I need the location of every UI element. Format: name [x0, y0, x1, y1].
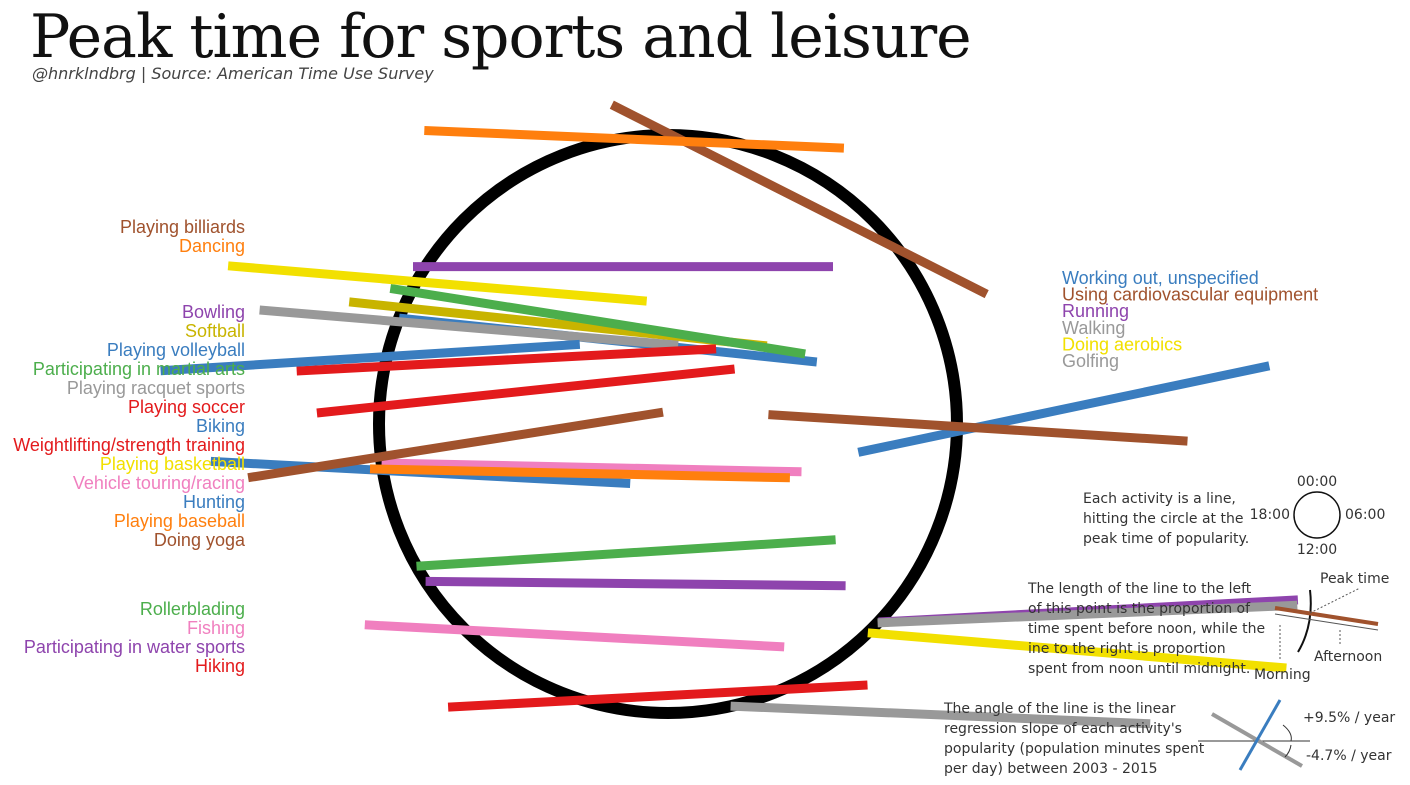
legend-item-running: Running	[1062, 301, 1129, 321]
mini-clock-circle	[1293, 491, 1341, 539]
activity-line-doing-yoga	[247, 407, 664, 483]
minus-slope-label: -4.7% / year	[1306, 748, 1392, 764]
legend-item-playing-basketball: Playing basketball	[100, 454, 245, 474]
mini-clock-top: 00:00	[1297, 474, 1337, 490]
activity-line-golfing	[730, 701, 1151, 729]
afternoon-label: Afternoon	[1314, 649, 1382, 665]
note-angle-line: regression slope of each activity's	[944, 721, 1182, 737]
activity-line-hiking	[447, 680, 868, 712]
activity-line-weightlifting-strength-training	[316, 364, 736, 418]
legend-item-golfing: Golfing	[1062, 351, 1119, 371]
legend-item-playing-volleyball: Playing volleyball	[107, 340, 245, 360]
activity-line-playing-racquet-sports	[259, 305, 679, 350]
legend-item-playing-racquet-sports: Playing racquet sports	[67, 378, 245, 398]
legend-item-dancing: Dancing	[179, 236, 245, 256]
note-activity-line: peak time of popularity.	[1083, 531, 1249, 547]
legend-item-bowling: Bowling	[182, 302, 245, 322]
angle-diagram-positive	[1238, 699, 1282, 771]
note-angle: The angle of the line is the linear regr…	[943, 701, 1205, 777]
legend-item-walking: Walking	[1062, 318, 1125, 338]
note-length-line: The length of the line to the left	[1027, 581, 1252, 597]
plus-slope-label: +9.5% / year	[1303, 710, 1395, 726]
activity-lines	[160, 100, 1299, 729]
legend-item-working-out-unspecified: Working out, unspecified	[1062, 268, 1259, 288]
mini-clock-bottom: 12:00	[1297, 542, 1337, 558]
legend-item-participating-in-martial-arts: Participating in martial arts	[33, 359, 245, 379]
activity-line-fishing	[364, 620, 785, 652]
activity-line-participating-in-martial-arts	[389, 283, 806, 359]
activity-line-rollerblading	[416, 535, 836, 571]
note-angle-line: popularity (population minutes spent	[944, 741, 1205, 757]
activity-line-playing-basketball	[227, 261, 648, 306]
page-title: Peak time for sports and leisure	[30, 2, 972, 72]
legend-item-fishing: Fishing	[187, 618, 245, 638]
note-activity: Each activity is a line, hitting the cir…	[1083, 491, 1249, 547]
length-diagram-guide	[1274, 613, 1379, 631]
legend-left: Playing billiardsDancingBowlingSoftballP…	[13, 217, 246, 676]
mini-clock-right: 06:00	[1345, 507, 1385, 523]
activity-line-using-cardiovascular-equipment	[768, 410, 1188, 446]
note-activity-line: Each activity is a line,	[1083, 491, 1236, 507]
legend-item-playing-soccer: Playing soccer	[128, 397, 245, 417]
legend-item-playing-billiards: Playing billiards	[120, 217, 245, 237]
note-length-line: of this point is the proportion of	[1028, 601, 1251, 617]
length-diagram-arc	[1297, 589, 1312, 653]
note-angle-line: per day) between 2003 - 2015	[944, 761, 1158, 777]
legend-item-biking: Biking	[196, 416, 245, 436]
legend-item-doing-yoga: Doing yoga	[154, 530, 246, 550]
activity-line-playing-baseball	[369, 464, 790, 483]
length-diagram-guide	[1309, 587, 1361, 614]
note-angle-line: The angle of the line is the linear	[943, 701, 1176, 717]
note-length: The length of the line to the left of th…	[1027, 581, 1265, 677]
note-length-line: spent from noon until midnight.	[1028, 661, 1250, 677]
length-diagram-line	[1274, 606, 1379, 626]
activity-line-playing-billiards	[609, 100, 989, 299]
angle-diagram: +9.5% / year -4.7% / year	[1198, 699, 1395, 771]
legend-item-softball: Softball	[185, 321, 245, 341]
legend-item-using-cardiovascular-equipment: Using cardiovascular equipment	[1062, 285, 1318, 305]
note-length-line: ine to the right is proportion	[1028, 641, 1226, 657]
activity-line-working-out-unspecified	[857, 361, 1271, 457]
mini-clock-left: 18:00	[1250, 507, 1290, 523]
note-activity-line: hitting the circle at the	[1083, 511, 1243, 527]
legend-item-hiking: Hiking	[195, 656, 245, 676]
legend-item-rollerblading: Rollerblading	[140, 599, 245, 619]
note-length-line: time spent before noon, while the	[1028, 621, 1265, 637]
angle-diagram-arc	[1282, 724, 1292, 742]
activity-line-walking	[877, 600, 1298, 628]
activity-line-playing-soccer	[296, 344, 717, 376]
length-diagram: Peak time Morning Afternoon	[1254, 571, 1389, 683]
angle-diagram-arc	[1284, 744, 1292, 758]
mini-clock: 00:00 12:00 18:00 06:00	[1250, 474, 1386, 558]
activity-line-participating-in-water-sports	[425, 576, 846, 591]
activity-line-biking	[160, 339, 581, 376]
page-subtitle: @hnrklndbrg | Source: American Time Use …	[32, 64, 434, 83]
legend-item-doing-aerobics: Doing aerobics	[1062, 334, 1182, 354]
legend-item-participating-in-water-sports: Participating in water sports	[24, 637, 245, 657]
morning-label: Morning	[1254, 667, 1311, 683]
activity-line-dancing	[424, 126, 845, 153]
legend-item-playing-baseball: Playing baseball	[114, 511, 245, 531]
legend-item-weightlifting-strength-training: Weightlifting/strength training	[13, 435, 245, 455]
legend-item-hunting: Hunting	[183, 492, 245, 512]
activity-line-doing-aerobics	[867, 628, 1287, 673]
peak-time-label: Peak time	[1320, 571, 1389, 587]
activity-line-vehicle-touring-racing	[381, 458, 802, 477]
legend-item-vehicle-touring-racing: Vehicle touring/racing	[73, 473, 245, 493]
